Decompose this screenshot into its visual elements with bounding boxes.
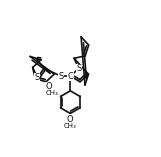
Text: O: O — [45, 82, 52, 91]
Text: S: S — [35, 73, 40, 82]
Text: S: S — [59, 72, 64, 81]
Text: CH₃: CH₃ — [64, 123, 77, 129]
Text: CH₃: CH₃ — [45, 90, 58, 96]
Text: C: C — [67, 72, 73, 81]
Text: O: O — [67, 115, 74, 124]
Text: S: S — [76, 64, 81, 73]
